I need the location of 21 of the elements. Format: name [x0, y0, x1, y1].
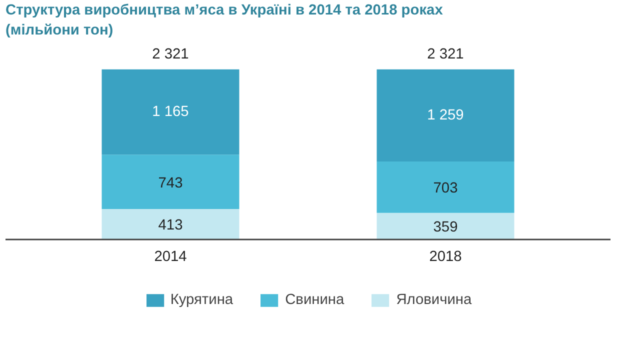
x-tick-label: 2014 — [154, 249, 187, 266]
chart-title: Структура виробництва м’яса в Україні в 2014 та 2018 роках — [6, 2, 444, 18]
data-label: 1 259 — [427, 107, 464, 124]
legend-label: Яловичина — [396, 292, 472, 308]
data-label: 413 — [158, 218, 183, 234]
bar — [102, 154, 240, 209]
bar — [102, 208, 240, 240]
data-label: 703 — [433, 180, 458, 197]
bar — [376, 69, 514, 162]
data-label: 359 — [433, 220, 458, 236]
data-label: 743 — [158, 175, 183, 192]
chart-subtitle: (мільйони тон) — [6, 22, 114, 38]
legend-label: Свинина — [285, 292, 344, 308]
data-label: 1 165 — [152, 104, 189, 120]
total-label: 2 321 — [152, 46, 189, 63]
bar — [376, 161, 514, 213]
x-tick-label: 2018 — [429, 249, 462, 266]
bar — [102, 69, 240, 155]
total-label: 2 321 — [427, 46, 464, 63]
bar — [376, 212, 514, 240]
legend-label: Курятина — [170, 292, 234, 308]
